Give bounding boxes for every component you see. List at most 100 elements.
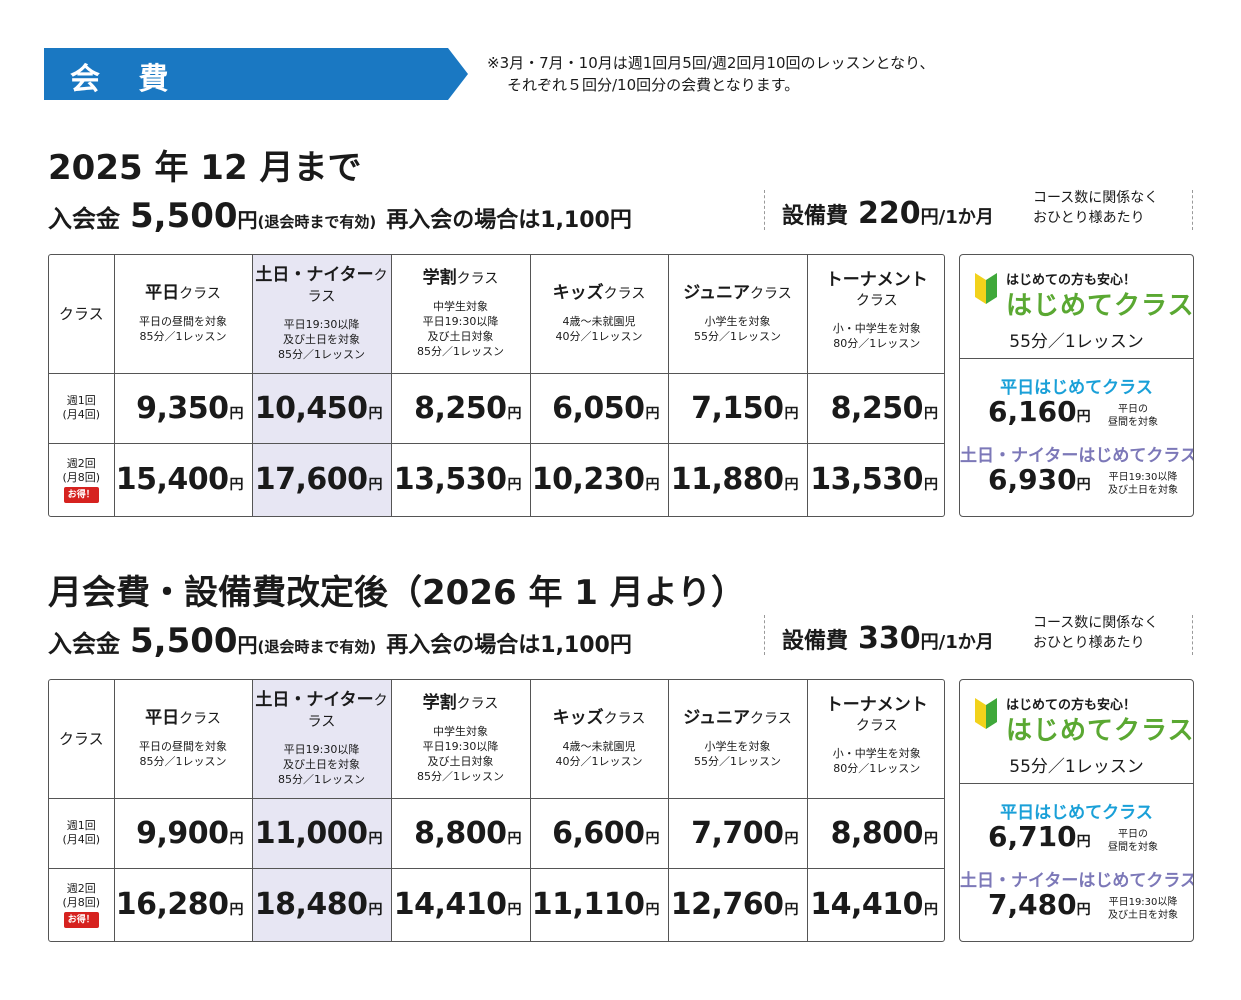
- price-yen: 円: [507, 902, 522, 919]
- price-value: 8,250: [414, 390, 507, 426]
- class-name-suffix: クラス: [456, 271, 499, 288]
- price-value: 7,480: [988, 888, 1077, 921]
- class-name: キッズクラス: [531, 283, 668, 304]
- price-cell: 8,250円: [806, 372, 944, 444]
- class-header-row: クラス 平日クラス 平日の昼間を対象 85分／1レッスン 土日・ナイタークラス 平日1…: [49, 255, 945, 374]
- price-cell: 12,760円: [667, 867, 808, 941]
- price-yen: 円: [229, 405, 244, 422]
- weekly2-label-line1: 週2回: [66, 456, 96, 470]
- class-name-suffix: クラス: [855, 718, 898, 735]
- equipment-note-line2: おひとり様あたり: [1033, 210, 1145, 226]
- beginner-class-box: はじめての方も安心！ はじめてクラス 55分／1レッスン 平日はじめてクラス 6…: [959, 679, 1194, 942]
- beginner-weekday-note-line2: 昼間を対象: [1108, 417, 1158, 428]
- class-description-line: 85分／1レッスン: [139, 330, 227, 344]
- beginner-weekend-note-line1: 平日19:30以降: [1108, 472, 1178, 483]
- admission-label: 入会金: [48, 205, 120, 233]
- divider: [764, 190, 765, 230]
- admission-fee-row: 入会金 5,500円(退会時まで有効) 再入会の場合は1,100円: [48, 196, 632, 236]
- price-yen: 円: [368, 405, 383, 422]
- fee-table: クラス 平日クラス 平日の昼間を対象 85分／1レッスン 土日・ナイタークラス 平日1…: [48, 254, 945, 517]
- beginner-weekend-name: 土日・ナイターはじめてクラス: [960, 871, 1194, 891]
- class-description-line: 平日の昼間を対象: [139, 740, 227, 754]
- price-value: 12,760: [670, 887, 784, 923]
- price-value: 6,050: [552, 390, 645, 426]
- class-header-cell: キッズクラス 4歳～未就園児 40分／1レッスン: [529, 680, 669, 799]
- beginner-weekday: 平日はじめてクラス 6,710円 平日の 昼間を対象: [960, 798, 1193, 853]
- class-header-cell: トーナメント クラス 小・中学生を対象 80分／1レッスン: [806, 255, 945, 374]
- class-description-line: 平日19:30以降: [422, 315, 499, 329]
- price-yen: 円: [924, 902, 938, 919]
- equipment-fee: 設備費 330円/1か月: [782, 621, 994, 656]
- class-header-cell: 土日・ナイタークラス 平日19:30以降 及び土日を対象 85分／1レッスン: [251, 680, 392, 799]
- weekly1-label: 週1回 (月4回): [49, 797, 115, 869]
- class-header-cell: トーナメント クラス 小・中学生を対象 80分／1レッスン: [806, 680, 944, 799]
- price-value: 7,700: [691, 815, 784, 851]
- price-yen: 円: [229, 477, 244, 494]
- class-description-line: 及び土日対象: [427, 330, 494, 344]
- class-name-main: 平日: [145, 283, 180, 304]
- equipment-fee: 設備費 220円/1か月: [782, 196, 994, 231]
- price-cell: 9,350円: [113, 372, 253, 444]
- class-description-line: 及び土日を対象: [283, 758, 360, 772]
- price-yen: 円: [645, 405, 660, 422]
- price-cell: 17,600円: [251, 442, 392, 516]
- price-cell: 8,800円: [390, 797, 531, 869]
- beginner-weekend: 土日・ナイターはじめてクラス 7,480円 平日19:30以降 及び土日を対象: [960, 866, 1194, 921]
- weekly1-row: 週1回 (月4回) 9,900円 11,000円 8,800円 6,600円 7…: [49, 797, 944, 869]
- price-value: 8,800: [830, 815, 924, 851]
- class-description-line: 4歳～未就園児: [562, 315, 636, 329]
- weekly2-row: 週2回 (月8回) お得！ 16,280円 18,480円 14,410円 11…: [49, 867, 944, 941]
- class-name-suffix: クラス: [179, 711, 221, 728]
- class-description-line: 80分／1レッスン: [833, 762, 921, 776]
- equipment-note: コース数に関係なく おひとり様あたり: [1033, 188, 1158, 228]
- admission-yen: 円: [237, 633, 258, 657]
- class-name-suffix: クラス: [603, 711, 646, 728]
- admission-yen: 円: [237, 208, 258, 232]
- class-description: 4歳～未就園児 40分／1レッスン: [531, 314, 668, 344]
- price-cell: 11,880円: [667, 442, 808, 516]
- header-note-line2: それぞれ５回分/10回分の会費となります。: [507, 76, 800, 94]
- admission-price: 5,500: [130, 196, 238, 236]
- class-name: 平日クラス: [115, 708, 252, 729]
- equipment-label: 設備費: [782, 629, 849, 654]
- header-banner: 会 費: [44, 48, 468, 100]
- class-name-main: キッズ: [552, 708, 604, 729]
- section-title: 2025 年 12 月まで: [48, 148, 362, 188]
- class-name-suffix: クラス: [307, 693, 388, 731]
- class-column-label: クラス: [49, 255, 115, 374]
- beginner-weekday-price: 6,710円: [988, 820, 1091, 853]
- weekly1-label-line1: 週1回: [66, 819, 96, 832]
- weekly1-label: 週1回 (月4回): [49, 372, 115, 444]
- class-description-line: 平日19:30以降: [422, 740, 499, 754]
- price-yen: 円: [229, 902, 244, 919]
- class-description-line: 4歳～未就園児: [562, 740, 636, 754]
- price-value: 11,110: [531, 887, 645, 923]
- price-cell: 11,000円: [251, 797, 392, 869]
- price-yen: 円: [645, 830, 660, 847]
- class-description-line: 平日19:30以降: [283, 318, 360, 332]
- admission-fee-row: 入会金 5,500円(退会時まで有効) 再入会の場合は1,100円: [48, 621, 632, 661]
- admission-note: (退会時まで有効): [257, 638, 377, 656]
- price-yen: 円: [1076, 834, 1091, 850]
- class-description: 小学生を対象 55分／1レッスン: [669, 739, 807, 769]
- class-description: 4歳～未就園児 40分／1レッスン: [531, 739, 668, 769]
- equipment-yen: 円: [920, 207, 939, 228]
- price-value: 17,600: [254, 462, 368, 498]
- price-yen: 円: [507, 477, 522, 494]
- price-value: 9,350: [136, 390, 229, 426]
- price-cell: 11,110円: [529, 867, 669, 941]
- price-yen: 円: [924, 477, 938, 494]
- class-name-main: ジュニア: [683, 283, 751, 304]
- class-name: ジュニアクラス: [669, 283, 807, 304]
- header-note: ※3月・7月・10月は週1回月5回/週2回月10回のレッスンとなり、 それぞれ５…: [487, 52, 934, 96]
- class-description: 小・中学生を対象 80分／1レッスン: [808, 321, 945, 351]
- price-yen: 円: [784, 902, 799, 919]
- class-description-line: 55分／1レッスン: [694, 755, 781, 769]
- weekly2-label-line1: 週2回: [66, 881, 96, 895]
- equipment-note-line1: コース数に関係なく: [1033, 190, 1159, 206]
- class-description: 平日19:30以降 及び土日を対象 85分／1レッスン: [253, 742, 391, 787]
- price-yen: 円: [1076, 477, 1091, 493]
- class-name-suffix: クラス: [603, 286, 646, 303]
- class-description: 中学生対象 平日19:30以降 及び土日対象 85分／1レッスン: [392, 299, 530, 359]
- class-name-main: トーナメント: [825, 270, 928, 291]
